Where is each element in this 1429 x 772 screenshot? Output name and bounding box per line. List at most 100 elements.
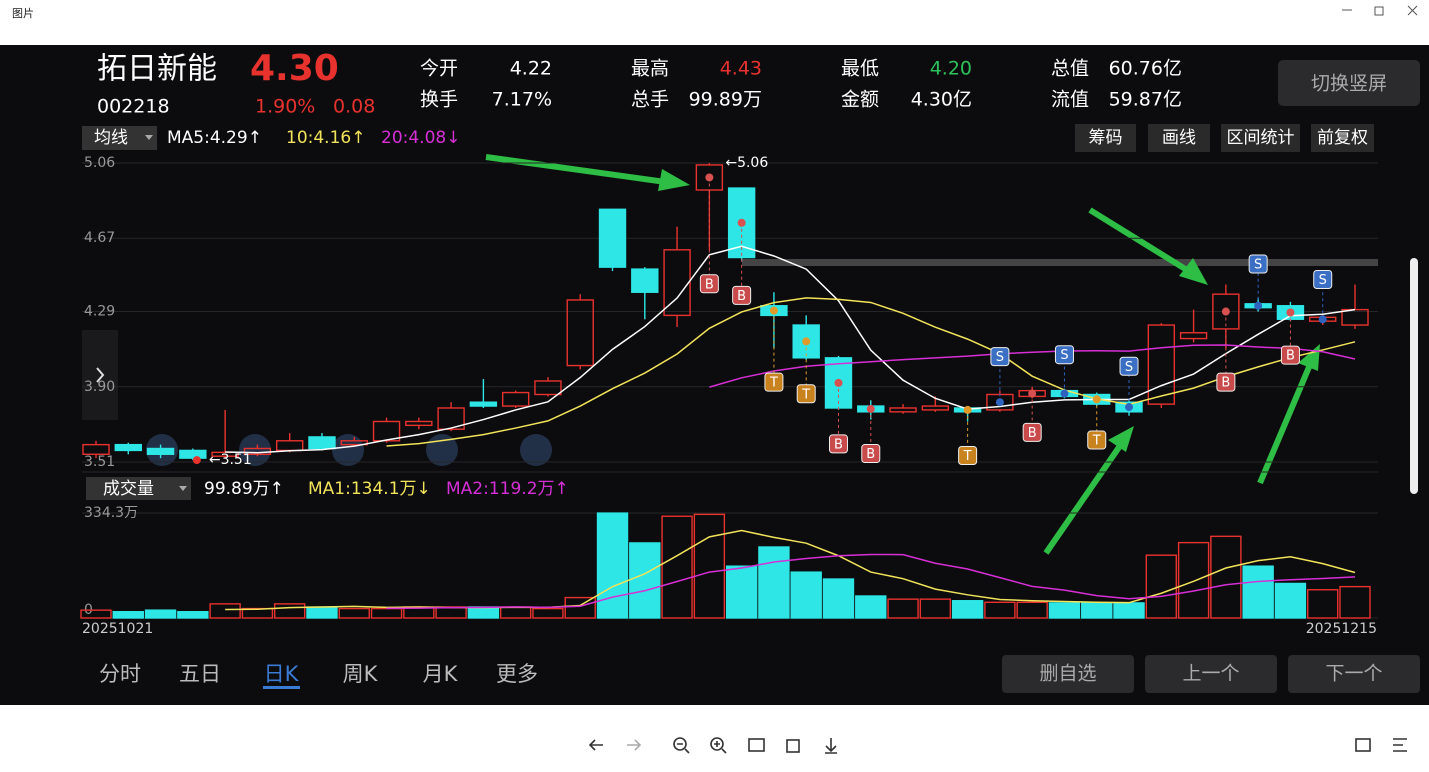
y-tick-label: 334.3万 xyxy=(84,505,138,521)
marker-dot xyxy=(1221,307,1230,316)
side-panel[interactable] xyxy=(82,330,118,420)
low-note: ←3.51 xyxy=(209,452,252,468)
marker-dot xyxy=(769,306,778,315)
stat-label: 最低 xyxy=(841,58,879,80)
period-tab[interactable]: 分时 xyxy=(99,662,141,686)
trade-marker xyxy=(990,347,1010,367)
viewer-toolbar[interactable] xyxy=(588,737,1407,754)
start-date: 20251021 xyxy=(82,621,153,637)
candle-body xyxy=(405,420,433,427)
action-button-label[interactable]: 删自选 xyxy=(1039,663,1096,685)
trade-marker-label: S xyxy=(1060,348,1068,363)
marker-dot xyxy=(1318,315,1327,324)
tool-button-label[interactable]: 区间统计 xyxy=(1227,128,1295,148)
volume-ma2-line xyxy=(386,553,1356,610)
trade-marker-label: B xyxy=(834,437,843,452)
trade-marker-label: S xyxy=(996,350,1004,365)
action-button[interactable] xyxy=(1002,655,1134,693)
volume-bar xyxy=(693,513,726,619)
stat-label: 换手 xyxy=(420,89,458,111)
volume-bar xyxy=(596,512,629,619)
volume-ma1-line xyxy=(225,529,1356,611)
trade-marker xyxy=(764,372,784,392)
window-controls[interactable] xyxy=(1342,5,1418,16)
stock-code: 002218 xyxy=(97,96,170,118)
ma-selector-label[interactable]: 均线 xyxy=(94,128,128,148)
scrollbar[interactable] xyxy=(1410,258,1418,494)
y-tick-label: 3.90 xyxy=(84,379,115,395)
candle-body xyxy=(114,443,142,452)
dropdown-icon xyxy=(145,135,153,140)
trade-marker xyxy=(732,285,752,305)
volume-bar xyxy=(467,606,500,619)
stat-value: 4.43 xyxy=(720,58,762,80)
marker-dot xyxy=(705,173,714,182)
volume-bar xyxy=(273,603,306,619)
switch-button[interactable] xyxy=(1278,60,1420,106)
green-arrow-head xyxy=(1108,426,1134,452)
tool-button-label[interactable]: 筹码 xyxy=(1089,128,1123,148)
ma5-legend: MA5:4.29↑ xyxy=(167,128,262,148)
action-button[interactable] xyxy=(1288,655,1420,693)
tool-button[interactable] xyxy=(1221,124,1300,152)
trade-marker xyxy=(699,274,719,294)
volume-bar xyxy=(1307,589,1339,619)
candle-body xyxy=(534,380,562,396)
period-tab[interactable]: 五日 xyxy=(179,662,221,686)
stat-label: 总手 xyxy=(631,89,669,111)
volume-bar xyxy=(1016,601,1048,619)
candle-body xyxy=(340,440,368,446)
volume-bar xyxy=(1081,602,1113,619)
volume-selector-label[interactable]: 成交量 xyxy=(103,479,154,499)
stat-label: 流值 xyxy=(1051,89,1089,111)
marker-dot xyxy=(1125,403,1134,412)
volume-bar xyxy=(855,595,887,619)
trade-marker xyxy=(828,434,848,454)
volume-bar xyxy=(80,609,112,619)
action-button[interactable] xyxy=(1145,655,1277,693)
trade-marker-label: B xyxy=(705,277,714,292)
tool-button[interactable] xyxy=(1148,124,1210,152)
marker-dot xyxy=(802,337,811,346)
period-tab[interactable]: 更多 xyxy=(496,662,538,686)
stat-value: 7.17% xyxy=(492,89,552,111)
period-tab[interactable]: 周K xyxy=(343,662,379,686)
switch-button-label[interactable]: 切换竖屏 xyxy=(1311,73,1387,95)
volume-bar xyxy=(564,596,596,619)
stat-label: 金额 xyxy=(841,89,879,111)
trade-marker-label: B xyxy=(1286,349,1295,364)
period-tab[interactable]: 月K xyxy=(423,662,459,686)
nav-buttons[interactable] xyxy=(146,434,552,466)
volume-bar xyxy=(887,598,919,619)
tool-button-label[interactable]: 画线 xyxy=(1162,128,1196,148)
marker-dot xyxy=(963,405,972,414)
volume-bar xyxy=(919,598,952,619)
expand-icon[interactable] xyxy=(96,367,105,383)
stat-value: 60.76亿 xyxy=(1109,58,1182,80)
ma-selector[interactable] xyxy=(82,126,157,150)
volume-bar xyxy=(1210,535,1242,619)
period-tab[interactable]: 日K xyxy=(264,662,300,686)
trade-marker-label: B xyxy=(1221,376,1230,391)
marker-dot xyxy=(737,218,746,227)
ma5-line xyxy=(225,245,1356,454)
action-button-label[interactable]: 下一个 xyxy=(1325,663,1382,685)
change: 0.08 xyxy=(333,96,375,118)
volume-bar xyxy=(112,611,144,619)
tool-button[interactable] xyxy=(1075,124,1136,152)
trade-marker-label: B xyxy=(866,447,875,462)
active-tab-underline xyxy=(263,686,300,689)
marker-dot xyxy=(866,404,875,413)
trade-marker xyxy=(861,444,881,464)
tool-button[interactable] xyxy=(1311,124,1374,152)
tool-button-label[interactable]: 前复权 xyxy=(1317,128,1368,148)
volume-bar xyxy=(1242,565,1274,619)
high-note: ←5.06 xyxy=(725,155,768,171)
y-tick-label: 3.51 xyxy=(84,454,115,470)
volume-selector[interactable] xyxy=(86,477,191,500)
dropdown-icon xyxy=(179,486,187,491)
trade-marker xyxy=(1022,422,1042,442)
volume-bar xyxy=(822,578,855,619)
action-button-label[interactable]: 上一个 xyxy=(1182,663,1239,685)
